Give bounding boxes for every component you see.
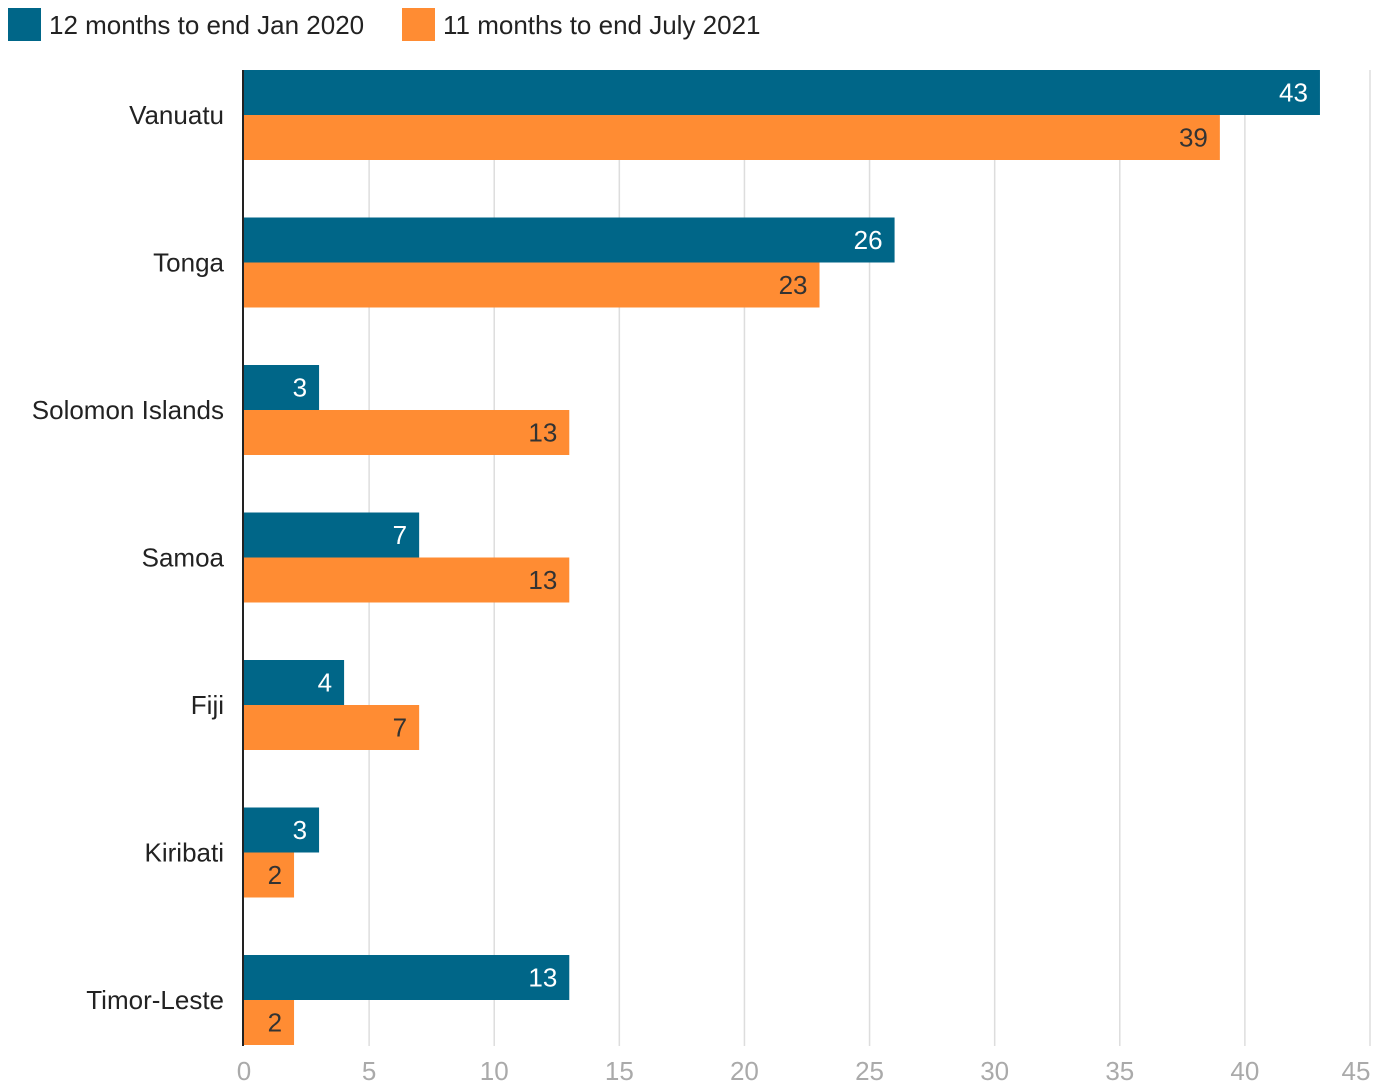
bar-value-label: 3	[293, 815, 307, 845]
bar-value-label: 7	[393, 713, 407, 743]
bar-series-2	[244, 115, 1220, 160]
bar-value-label: 2	[268, 860, 282, 890]
category-labels: Vanuatu Tonga Solomon Islands Samoa Fiji Kiri…	[32, 100, 225, 1015]
legend: 12 months to end Jan 2020 11 months to en…	[8, 8, 761, 41]
bar-value-label: 39	[1179, 123, 1208, 153]
bar-series-1	[244, 70, 1320, 115]
bar-value-label: 26	[854, 225, 883, 255]
x-tick-label: 10	[480, 1056, 509, 1084]
x-axis-ticks: 0 5 10 15 20 25 30 35 40 45	[237, 1056, 1371, 1084]
x-tick-label: 0	[237, 1056, 251, 1084]
bar-series-2	[244, 852, 295, 898]
bar-series-2	[244, 410, 570, 455]
category-label: Samoa	[142, 543, 225, 573]
bar-value-label: 43	[1279, 78, 1308, 108]
category-label: Fiji	[191, 690, 224, 720]
category-label: Kiribati	[145, 838, 224, 868]
bar-series-1	[244, 512, 420, 558]
bar-value-label: 7	[393, 520, 407, 550]
bar-value-label: 13	[528, 963, 557, 993]
bar-series-1	[244, 660, 345, 705]
bar-series-1	[244, 807, 320, 853]
bar-series-1	[244, 955, 570, 1000]
bar-series-1	[244, 217, 895, 263]
x-tick-label: 20	[730, 1056, 759, 1084]
bar-value-label: 2	[268, 1008, 282, 1038]
category-label: Timor-Leste	[86, 985, 224, 1015]
legend-label: 11 months to end July 2021	[443, 10, 761, 40]
legend-swatch	[402, 8, 435, 41]
bar-value-label: 13	[528, 565, 557, 595]
bar-value-label: 13	[528, 418, 557, 448]
bar-value-label: 3	[293, 373, 307, 403]
x-tick-label: 25	[855, 1056, 884, 1084]
bar-series-2	[244, 1000, 295, 1045]
legend-label: 12 months to end Jan 2020	[49, 10, 364, 40]
x-tick-label: 45	[1342, 1056, 1371, 1084]
bar-value-label: 4	[318, 668, 332, 698]
bar-series-2	[244, 705, 420, 750]
x-tick-label: 35	[1105, 1056, 1134, 1084]
bar-series-2	[244, 262, 820, 308]
category-label: Vanuatu	[129, 100, 224, 130]
legend-swatch	[8, 8, 41, 41]
x-tick-label: 15	[605, 1056, 634, 1084]
bar-series-2	[244, 557, 570, 603]
bars	[244, 70, 1320, 1045]
x-tick-label: 30	[980, 1056, 1009, 1084]
bar-series-1	[244, 365, 320, 410]
bar-value-label: 23	[779, 270, 808, 300]
category-label: Solomon Islands	[32, 395, 224, 425]
category-label: Tonga	[153, 248, 224, 278]
x-tick-label: 40	[1230, 1056, 1259, 1084]
x-tick-label: 5	[362, 1056, 376, 1084]
